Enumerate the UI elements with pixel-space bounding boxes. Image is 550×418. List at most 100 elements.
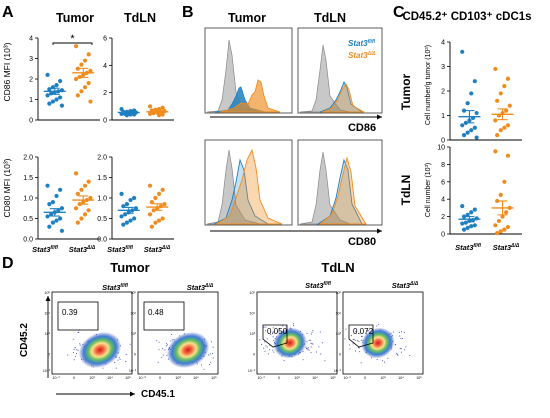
legend-ko: Stat3Δ/Δ [348,51,376,60]
flow-y-tick: 10⁵ [336,291,342,295]
d-title-tdln: TdLN [321,260,354,275]
data-point [461,214,467,219]
flow-x-tick: 10⁻³ [52,376,60,380]
hist-ko [214,148,283,225]
c-side-tumor: Tumor [399,73,413,110]
event-dot [361,335,363,337]
data-point [49,212,54,217]
event-dot [158,341,160,343]
y-tick-label: 0 [441,232,445,239]
event-dot [354,350,356,352]
data-point [79,187,84,192]
d-title-tumor: Tumor [110,260,149,275]
event-dot [161,356,163,358]
hist-ctrl [316,158,363,225]
y-tick-label: 0.5 [23,216,33,223]
a-ylabel-cd80: CD80 MFI (10³) [2,158,12,217]
flow-x-tick: 10³ [294,376,300,380]
data-point [75,66,80,71]
event-dot [261,344,263,345]
flow-x-tick: 10³ [89,376,95,380]
chart-a-tumor-cd86: 0 1 2 3 4 [29,36,100,125]
flow-y-tick: 10⁻³ [334,369,342,373]
data-point [162,202,167,207]
hist-ctrl [213,158,270,225]
event-dot [319,331,321,333]
data-point [156,218,162,223]
data-point [502,227,507,232]
d-label-ko-tdln: Stat3Δ/Δ [392,281,419,290]
event-dot [311,331,313,333]
flow-x-tick: 10³ [380,376,386,380]
event-dot [349,348,351,350]
event-dot [115,367,117,369]
density-blob [273,327,307,359]
d-genotype-labels: Stat3fl/fl Stat3Δ/Δ Stat3fl/fl Stat3Δ/Δ [102,281,419,292]
event-dot [166,345,167,347]
data-point [45,93,50,98]
event-dot [73,352,74,353]
flow-y-tick: 10⁴ [44,312,50,316]
event-dot [366,330,368,332]
flow-y-tick: 10⁻³ [43,369,51,373]
data-point [58,78,63,84]
y-tick-label: 1.0 [97,196,107,203]
y-tick-label: 0 [441,138,445,145]
density-blob [166,332,210,368]
event-dot [117,359,119,361]
data-point [149,224,154,229]
y-tick-label: 1.5 [97,175,107,182]
flow-y-tick: 10⁴ [335,312,341,316]
data-point [160,187,165,192]
event-dot [75,353,77,354]
data-point [124,113,130,118]
flow-x-tick: 0 [73,376,75,380]
flow-x-tick: 0 [364,376,366,380]
event-dot [211,341,212,343]
flow-x-tick: 10⁻³ [257,376,265,380]
event-dot [166,342,168,344]
a-xlabel-ctrl-2: Stat3fl/fl [107,245,133,254]
b-histograms: Stat3fl/fl Stat3Δ/Δ CD86 CD80 [204,27,383,248]
data-point [505,76,511,81]
event-dot [376,325,378,327]
flow-y-tick: 10³ [250,332,256,336]
a-title-tumor: Tumor [56,11,94,25]
c-side-tdln: TdLN [399,175,413,206]
data-point [75,93,80,98]
chart-a-tdln-cd86: 0 2 4 6 [103,36,174,125]
event-dot [404,349,406,351]
b-axis-cd80: CD80 [348,236,376,248]
event-dot [359,351,361,353]
event-dot [307,347,309,349]
event-dot [378,324,380,326]
y-tick-label: 0.0 [97,237,107,244]
data-point [153,220,158,225]
data-point [132,195,137,201]
chart-a-tumor-cd80: 0.0 0.5 1.0 1.5 2.0 [23,155,100,244]
data-point [79,62,84,67]
event-dot [344,338,346,340]
event-dot [400,338,402,339]
y-tick-label: 10 [437,145,445,152]
data-point [472,79,477,84]
event-dot [409,354,411,356]
event-dot [310,339,312,341]
data-point [507,103,512,108]
data-point [502,179,507,184]
event-dot [310,346,312,348]
y-tick-label: 2 [103,90,107,97]
event-dot [376,359,378,361]
legend-ctrl: Stat3fl/fl [348,39,376,48]
c-ylabel-tdln: Cell number (10³) [425,163,432,217]
event-dot [312,343,314,345]
event-dot [119,358,121,360]
data-point [461,108,467,113]
event-dot [164,349,166,351]
gate [262,324,288,348]
flow-x-tick: 0 [159,376,161,380]
d-axis-cd45-1: CD45.1 [141,389,175,400]
event-dot [264,350,266,352]
